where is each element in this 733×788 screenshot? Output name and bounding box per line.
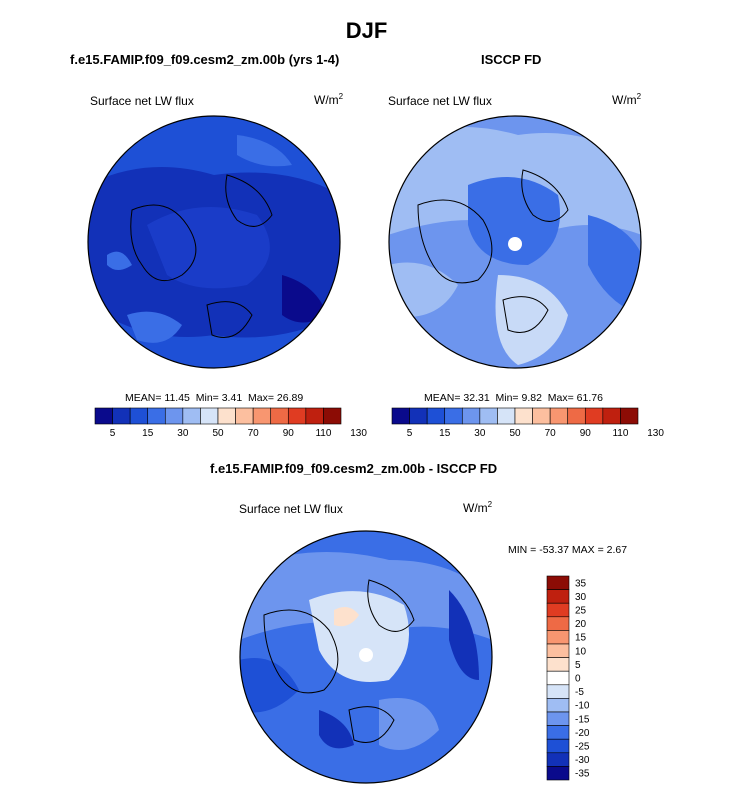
colorbar-diff-tick-label: -5 [575,687,584,698]
colorbar-diff-tick-label: 0 [575,674,581,685]
colorbar-diff: 35 30 25 20 15 10 5 0 -5 -10 -15 -20 -25 -30 -35 [546,575,590,781]
colorbar-obs-swatch [497,407,516,425]
colorbar-diff-tick-label: -10 [575,701,590,712]
colorbar-obs-swatch [409,407,428,425]
colorbar-obs-swatch [391,407,410,425]
panel-obs-stats: MEAN= 32.31 Min= 9.82 Max= 61.76 [424,392,603,404]
colorbar-model-tick-label: 70 [248,428,260,439]
colorbar-obs-tick-label: 15 [439,428,451,439]
colorbar-obs-tick-label: 110 [612,428,628,439]
colorbar-diff-swatch [546,657,570,672]
colorbar-model-swatch [217,407,236,425]
colorbar-diff-swatch [546,738,570,754]
colorbar-diff-swatch [546,670,570,686]
colorbar-diff-tick-label: 10 [575,646,587,657]
panel-diff-title: f.e15.FAMIP.f09_f09.cesm2_zm.00b - ISCCP… [210,461,498,476]
colorbar-model-tick-label: 110 [315,428,331,439]
colorbar-model-tick-label: 30 [177,428,189,439]
colorbar-model-tick-label: 5 [110,428,116,439]
colorbar-obs-swatch [567,407,586,425]
colorbar-diff-swatch [546,684,570,699]
colorbar-diff-swatch [546,602,570,618]
colorbar-diff-tick-label: 30 [575,592,587,603]
colorbar-obs-swatch [620,407,639,425]
colorbar-diff-tick-label: 15 [575,633,587,644]
colorbar-model-swatch [235,407,254,425]
colorbar-diff-tick-label: -30 [575,755,590,766]
colorbar-model-swatch [147,407,166,425]
colorbar-obs-swatch [514,407,533,425]
colorbar-model: 5 15 30 50 70 90 110 130 [94,407,367,439]
panel-diff-minmax: MIN = -53.37 MAX = 2.67 [508,544,628,556]
colorbar-obs-swatch [444,407,463,425]
colorbar-diff-swatch [546,752,570,767]
colorbar-obs-tick-label: 130 [647,428,664,439]
panel-model-stats: MEAN= 11.45 Min= 3.41 Max= 26.89 [125,392,304,404]
colorbar-model-tick-label: 90 [283,428,295,439]
panel-model-variable: Surface net LW flux [90,94,194,108]
colorbar-obs: 5 15 30 50 70 90 110 130 [391,407,664,439]
colorbar-model-swatch [112,407,131,425]
colorbar-model-swatch [287,407,307,425]
panel-model-title: f.e15.FAMIP.f09_f09.cesm2_zm.00b (yrs 1-… [70,52,340,67]
colorbar-obs-swatch [426,407,446,425]
colorbar-obs-tick-label: 30 [474,428,486,439]
colorbar-diff-tick-label: -20 [575,728,590,739]
colorbar-diff-swatch [546,616,570,631]
panel-model-units: W/m2 [314,92,344,107]
colorbar-model-swatch [129,407,149,425]
colorbar-obs-swatch [584,407,604,425]
colorbar-model-swatch [252,407,272,425]
colorbar-obs-tick-label: 90 [580,428,592,439]
map-obs [388,115,642,369]
map-model [87,115,341,369]
colorbar-diff-tick-label: -35 [575,769,590,780]
colorbar-diff-tick-label: 25 [575,606,587,617]
colorbar-diff-swatch [546,725,570,740]
colorbar-model-swatch [164,407,184,425]
colorbar-diff-swatch [546,575,570,590]
colorbar-obs-swatch [602,407,621,425]
colorbar-model-tick-label: 50 [212,428,224,439]
colorbar-obs-swatch [549,407,569,425]
colorbar-diff-tick-label: -25 [575,742,590,753]
figure-title: DJF [345,18,388,43]
panel-diff-units: W/m2 [463,500,493,515]
colorbar-model-swatch [200,407,219,425]
colorbar-obs-swatch [461,407,481,425]
colorbar-diff-swatch [546,766,570,781]
colorbar-diff-tick-label: -15 [575,714,590,725]
panel-obs-units: W/m2 [612,92,642,107]
colorbar-obs-tick-label: 70 [545,428,557,439]
colorbar-model-swatch [94,407,113,425]
colorbar-model-swatch [305,407,324,425]
map-diff [239,530,493,784]
colorbar-diff-tick-label: 35 [575,578,587,589]
colorbar-obs-swatch [532,407,551,425]
panel-obs-variable: Surface net LW flux [388,94,492,108]
panel-obs-title: ISCCP FD [481,52,542,67]
colorbar-obs-swatch [479,407,498,425]
colorbar-obs-tick-label: 50 [509,428,521,439]
colorbar-diff-swatch [546,698,570,713]
colorbar-diff-swatch [546,643,570,658]
colorbar-diff-swatch [546,711,570,726]
colorbar-model-tick-label: 15 [142,428,154,439]
colorbar-model-swatch [323,407,342,425]
colorbar-diff-tick-label: 5 [575,660,581,671]
colorbar-model-tick-label: 130 [350,428,367,439]
colorbar-diff-swatch [546,630,570,645]
colorbar-diff-tick-label: 20 [575,619,587,630]
colorbar-model-swatch [182,407,201,425]
colorbar-obs-tick-label: 5 [407,428,413,439]
panel-diff-variable: Surface net LW flux [239,502,343,516]
colorbar-model-swatch [270,407,289,425]
colorbar-diff-swatch [546,589,570,604]
